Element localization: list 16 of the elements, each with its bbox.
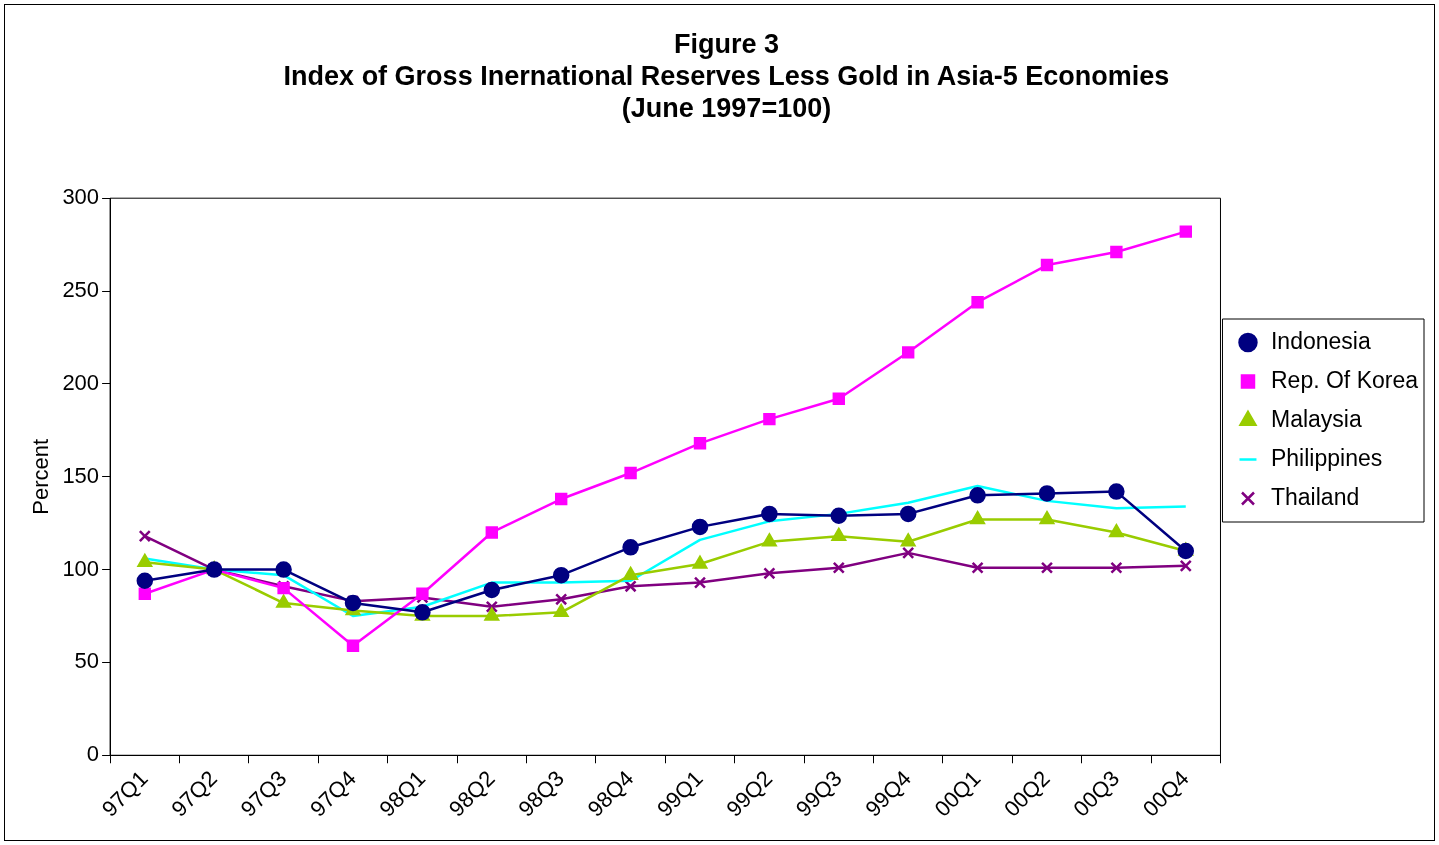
- legend-label: Indonesia: [1270, 327, 1371, 354]
- text: (June 1997=100): [621, 93, 832, 124]
- y-tick-label: 0: [86, 741, 100, 767]
- text: Index of Gross Inernational Reserves Less Gold in Asia-5 Economies: [283, 61, 1170, 92]
- legend-label: Malaysia: [1270, 405, 1362, 432]
- text: Figure 3: [673, 28, 780, 59]
- y-tick-label: 250: [62, 277, 100, 303]
- y-axis-title: Percent: [28, 438, 54, 515]
- y-tick-label: 50: [74, 648, 100, 674]
- y-tick-label: 100: [62, 555, 100, 581]
- y-tick-label: 200: [62, 369, 100, 395]
- y-tick-label: 150: [62, 462, 100, 488]
- legend-label: Thailand: [1270, 483, 1360, 510]
- legend-label: Philippines: [1270, 444, 1383, 471]
- legend-label: Rep. Of Korea: [1270, 366, 1419, 393]
- y-tick-label: 300: [62, 184, 100, 210]
